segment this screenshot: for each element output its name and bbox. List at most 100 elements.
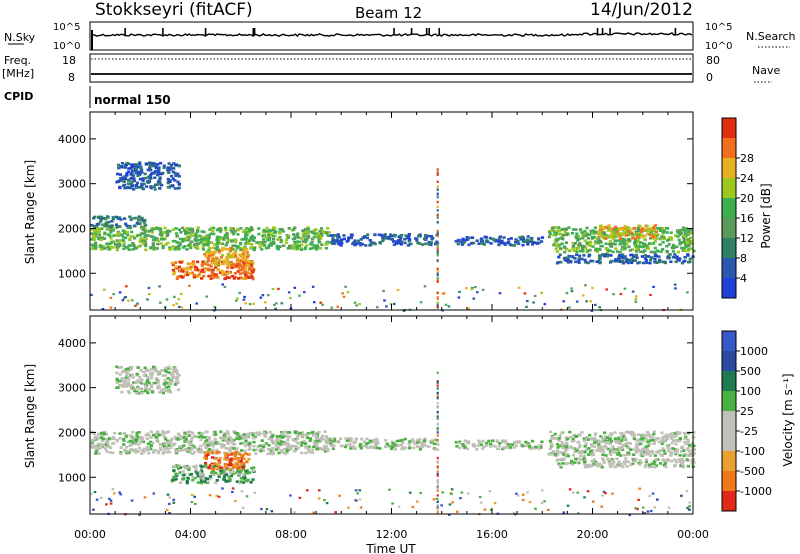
heatmap-cell [117,241,121,245]
heatmap-cell [230,452,234,456]
heatmap-cell [689,228,693,231]
heatmap-cell [686,506,689,509]
heatmap-cell [178,481,183,484]
heatmap-cell [100,496,103,499]
heatmap-cell [686,249,690,253]
heatmap-cell [665,231,669,234]
heatmap-cell [231,457,235,461]
heatmap-cell [586,249,590,253]
heatmap-cell [512,446,516,449]
heatmap-cell [118,225,122,228]
heatmap-cell [181,470,185,473]
heatmap-cell [584,442,588,446]
heatmap-cell [600,457,605,460]
heatmap-cell [228,435,232,439]
heatmap-cell [160,172,164,176]
ytick-label: 3000 [58,178,86,191]
heatmap-cell [407,233,411,236]
heatmap-cell [583,229,587,233]
heatmap-cell [618,440,622,443]
heatmap-cell [175,381,179,385]
heatmap-cell [602,437,606,440]
heatmap-cell [576,447,580,451]
heatmap-cell [93,215,97,219]
heatmap-cell [641,436,645,440]
heatmap-cell [555,250,559,253]
heatmap-cell [605,226,609,229]
heatmap-cell [400,447,404,451]
heatmap-cell [430,441,434,444]
heatmap-cell [200,277,204,280]
heatmap-cell [641,506,645,509]
heatmap-cell [137,173,141,176]
heatmap-cell [653,236,657,239]
heatmap-cell [315,447,319,451]
time-axis-labels: 00:00 04:00 08:00 12:00 16:00 20:00 00:00 [74,528,709,541]
heatmap-cell [102,431,106,434]
heatmap-cell [158,233,162,236]
heatmap-cell [681,465,685,469]
heatmap-cell [146,432,150,436]
heatmap-cell [156,430,160,434]
heatmap-cell [643,238,647,241]
heatmap-cell [125,285,128,288]
heatmap-cell [628,453,632,456]
heatmap-cell [252,432,256,435]
heatmap-cell [207,248,211,251]
heatmap-cell [652,250,657,254]
heatmap-cell [201,262,205,266]
heatmap-cell [166,168,170,172]
heatmap-cell [214,464,218,467]
heatmap-cell [220,254,225,257]
heatmap-cell [119,165,123,168]
heatmap-cell [303,228,308,231]
heatmap-cell [150,385,154,389]
heatmap-cell [173,187,177,190]
heatmap-cell [187,231,191,235]
heatmap-cell [231,468,235,471]
heatmap-cell [436,195,439,198]
heatmap-cell [688,505,691,508]
heatmap-cell [199,237,203,240]
heatmap-cell [621,443,625,447]
heatmap-cell [230,440,234,444]
heatmap-cell [248,471,252,474]
heatmap-cell [112,234,116,237]
heatmap-cell [228,461,232,465]
heatmap-cell [141,370,145,374]
heatmap-cell [101,437,105,441]
heatmap-cell [611,235,615,239]
heatmap-cell [326,448,330,451]
heatmap-cell [239,248,243,252]
heatmap-cell [645,255,649,258]
heatmap-cell [319,227,324,230]
heatmap-cell [573,450,577,454]
heatmap-cell [233,230,237,233]
heatmap-cell [590,309,594,312]
heatmap-cell [272,242,276,245]
heatmap-cell [559,228,564,232]
heatmap-cell [608,433,612,437]
heatmap-cell [555,458,559,461]
heatmap-cell [668,253,672,256]
heatmap-cell [678,431,682,434]
heatmap-cell [583,445,587,448]
heatmap-cell [194,470,198,474]
heatmap-cell [690,247,694,250]
heatmap-cell [600,465,604,469]
heatmap-cell [688,501,691,504]
heatmap-cell [568,435,572,439]
heatmap-cell [126,182,130,185]
heatmap-cell [143,228,148,231]
heatmap-cell [199,481,203,485]
heatmap-cell [176,186,180,190]
heatmap-cell [140,171,144,174]
heatmap-cell [616,228,620,232]
heatmap-cell [121,370,125,374]
heatmap-cell [162,166,166,170]
heatmap-cell [608,452,612,456]
heatmap-cell [127,381,131,385]
heatmap-cell [137,442,141,446]
heatmap-cell [225,232,229,235]
heatmap-cell [166,231,170,235]
